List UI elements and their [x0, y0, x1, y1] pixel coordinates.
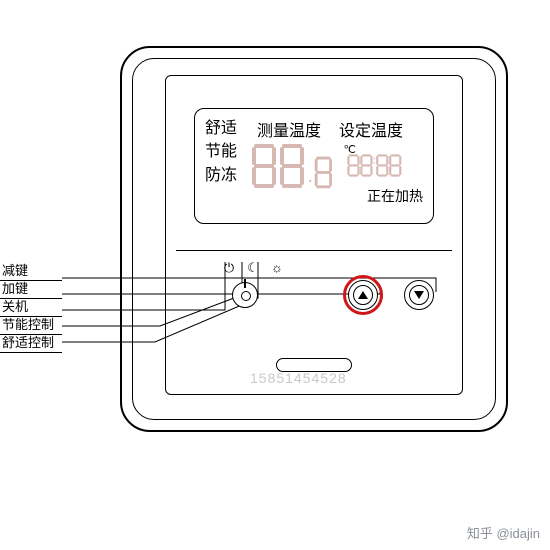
- callout-labels: 减键 加键 关机 节能控制 舒适控制: [0, 262, 62, 352]
- up-button[interactable]: [348, 280, 378, 310]
- heating-status-label: 正在加热: [347, 186, 423, 206]
- panel-divider: [176, 250, 452, 251]
- set-temp-digits: : 正在加热: [347, 145, 423, 206]
- mode-antifreeze: 防冻: [205, 165, 249, 187]
- chevron-down-icon: [414, 291, 424, 299]
- control-panel: 舒适 测量温度 设定温度 节能 防冻 .: [165, 75, 463, 395]
- mode-comfort: 舒适: [205, 118, 249, 140]
- power-icon: ⏻: [222, 260, 236, 276]
- callout-comfort-control: 舒适控制: [0, 334, 62, 353]
- down-button[interactable]: [404, 280, 434, 310]
- callout-power-off: 关机: [0, 298, 62, 317]
- callout-plus: 加键: [0, 280, 62, 299]
- callout-minus: 减键: [0, 262, 62, 281]
- sun-icon: ☼: [270, 260, 284, 276]
- mode-eco: 节能: [205, 141, 249, 163]
- mode-dial[interactable]: [232, 282, 258, 308]
- callout-eco-control: 节能控制: [0, 316, 62, 335]
- moon-icon: ☾: [246, 260, 260, 276]
- measured-temp-label: 测量温度: [257, 117, 321, 141]
- mode-icons-row: ⏻ ☾ ☼: [222, 260, 284, 276]
- measured-temp-digits: . ℃: [251, 143, 356, 189]
- lcd-screen: 舒适 测量温度 设定温度 节能 防冻 .: [194, 108, 434, 224]
- device-inner-frame: 舒适 测量温度 设定温度 节能 防冻 .: [132, 58, 496, 420]
- set-temp-label: 设定温度: [339, 117, 403, 141]
- credit-text: 知乎 @idajin: [467, 523, 540, 542]
- watermark-text: 15851454528: [250, 370, 347, 386]
- chevron-up-icon: [358, 291, 368, 299]
